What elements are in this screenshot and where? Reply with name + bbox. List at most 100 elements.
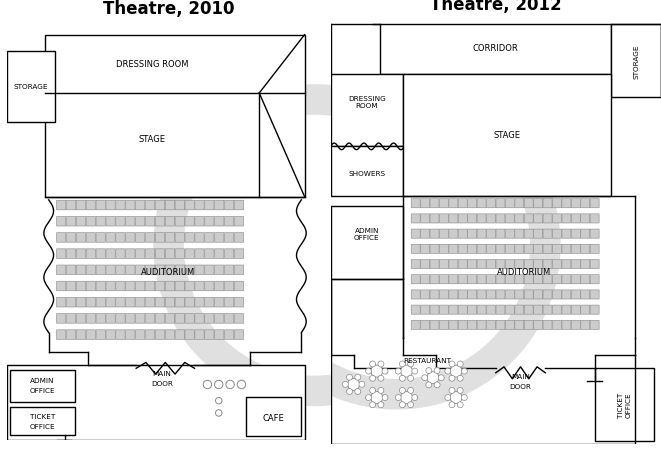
FancyBboxPatch shape bbox=[553, 245, 561, 254]
FancyBboxPatch shape bbox=[86, 201, 95, 210]
FancyBboxPatch shape bbox=[225, 330, 234, 340]
FancyBboxPatch shape bbox=[515, 260, 524, 269]
FancyBboxPatch shape bbox=[225, 314, 234, 324]
FancyBboxPatch shape bbox=[590, 320, 599, 330]
Circle shape bbox=[378, 402, 384, 408]
FancyBboxPatch shape bbox=[215, 201, 224, 210]
FancyBboxPatch shape bbox=[458, 199, 467, 208]
FancyBboxPatch shape bbox=[145, 314, 155, 324]
FancyBboxPatch shape bbox=[155, 201, 165, 210]
FancyBboxPatch shape bbox=[76, 298, 85, 308]
Title: Theatre, 2012: Theatre, 2012 bbox=[430, 0, 562, 14]
FancyBboxPatch shape bbox=[553, 305, 561, 314]
FancyBboxPatch shape bbox=[57, 201, 66, 210]
FancyBboxPatch shape bbox=[86, 282, 95, 291]
FancyBboxPatch shape bbox=[116, 265, 125, 275]
FancyBboxPatch shape bbox=[195, 249, 204, 259]
Circle shape bbox=[445, 395, 451, 401]
FancyBboxPatch shape bbox=[533, 290, 543, 299]
FancyBboxPatch shape bbox=[195, 330, 204, 340]
FancyBboxPatch shape bbox=[126, 233, 135, 243]
FancyBboxPatch shape bbox=[76, 233, 85, 243]
FancyBboxPatch shape bbox=[571, 230, 580, 239]
FancyBboxPatch shape bbox=[411, 214, 420, 224]
FancyBboxPatch shape bbox=[185, 330, 194, 340]
FancyBboxPatch shape bbox=[581, 214, 590, 224]
FancyBboxPatch shape bbox=[185, 314, 194, 324]
FancyBboxPatch shape bbox=[126, 314, 135, 324]
FancyBboxPatch shape bbox=[116, 298, 125, 308]
FancyBboxPatch shape bbox=[524, 230, 533, 239]
FancyBboxPatch shape bbox=[430, 320, 439, 330]
FancyBboxPatch shape bbox=[562, 230, 571, 239]
Bar bbox=[10, 407, 75, 435]
FancyBboxPatch shape bbox=[116, 282, 125, 291]
Circle shape bbox=[401, 392, 412, 403]
FancyBboxPatch shape bbox=[205, 233, 214, 243]
FancyBboxPatch shape bbox=[67, 265, 76, 275]
Text: STORAGE: STORAGE bbox=[633, 44, 639, 78]
FancyBboxPatch shape bbox=[96, 314, 105, 324]
FancyBboxPatch shape bbox=[553, 199, 561, 208]
FancyBboxPatch shape bbox=[440, 245, 448, 254]
FancyBboxPatch shape bbox=[486, 230, 496, 239]
FancyBboxPatch shape bbox=[205, 265, 214, 275]
Circle shape bbox=[359, 381, 365, 387]
Text: ADMIN
OFFICE: ADMIN OFFICE bbox=[354, 228, 379, 241]
Circle shape bbox=[399, 387, 405, 393]
FancyBboxPatch shape bbox=[543, 230, 552, 239]
FancyBboxPatch shape bbox=[571, 245, 580, 254]
Text: AUDITORIUM: AUDITORIUM bbox=[496, 268, 551, 277]
FancyBboxPatch shape bbox=[195, 233, 204, 243]
FancyBboxPatch shape bbox=[496, 260, 505, 269]
FancyBboxPatch shape bbox=[581, 320, 590, 330]
FancyBboxPatch shape bbox=[430, 199, 439, 208]
FancyBboxPatch shape bbox=[205, 314, 214, 324]
FancyBboxPatch shape bbox=[571, 260, 580, 269]
Circle shape bbox=[382, 368, 388, 374]
FancyBboxPatch shape bbox=[515, 199, 524, 208]
FancyBboxPatch shape bbox=[581, 245, 590, 254]
FancyBboxPatch shape bbox=[553, 320, 561, 330]
FancyBboxPatch shape bbox=[136, 217, 145, 227]
FancyBboxPatch shape bbox=[486, 199, 496, 208]
FancyBboxPatch shape bbox=[225, 298, 234, 308]
FancyBboxPatch shape bbox=[571, 320, 580, 330]
FancyBboxPatch shape bbox=[458, 305, 467, 314]
FancyBboxPatch shape bbox=[486, 305, 496, 314]
FancyBboxPatch shape bbox=[155, 265, 165, 275]
FancyBboxPatch shape bbox=[430, 230, 439, 239]
FancyBboxPatch shape bbox=[477, 305, 486, 314]
FancyBboxPatch shape bbox=[524, 214, 533, 224]
Circle shape bbox=[461, 395, 467, 401]
FancyBboxPatch shape bbox=[96, 233, 105, 243]
Circle shape bbox=[237, 381, 246, 389]
FancyBboxPatch shape bbox=[86, 298, 95, 308]
FancyBboxPatch shape bbox=[235, 201, 244, 210]
FancyBboxPatch shape bbox=[86, 265, 95, 275]
FancyBboxPatch shape bbox=[533, 214, 543, 224]
Bar bbox=[330, 147, 403, 196]
FancyBboxPatch shape bbox=[486, 275, 496, 284]
FancyBboxPatch shape bbox=[96, 298, 105, 308]
Circle shape bbox=[449, 387, 455, 393]
FancyBboxPatch shape bbox=[449, 320, 458, 330]
FancyBboxPatch shape bbox=[581, 275, 590, 284]
FancyBboxPatch shape bbox=[235, 217, 244, 227]
FancyBboxPatch shape bbox=[533, 230, 543, 239]
FancyBboxPatch shape bbox=[106, 233, 115, 243]
FancyBboxPatch shape bbox=[86, 314, 95, 324]
FancyBboxPatch shape bbox=[195, 201, 204, 210]
FancyBboxPatch shape bbox=[225, 217, 234, 227]
FancyBboxPatch shape bbox=[116, 249, 125, 259]
Circle shape bbox=[408, 375, 414, 381]
Circle shape bbox=[457, 375, 463, 381]
FancyBboxPatch shape bbox=[449, 214, 458, 224]
FancyBboxPatch shape bbox=[506, 290, 514, 299]
FancyBboxPatch shape bbox=[458, 230, 467, 239]
Circle shape bbox=[342, 381, 348, 387]
FancyBboxPatch shape bbox=[96, 217, 105, 227]
FancyBboxPatch shape bbox=[165, 265, 175, 275]
FancyBboxPatch shape bbox=[136, 314, 145, 324]
Circle shape bbox=[369, 375, 375, 381]
